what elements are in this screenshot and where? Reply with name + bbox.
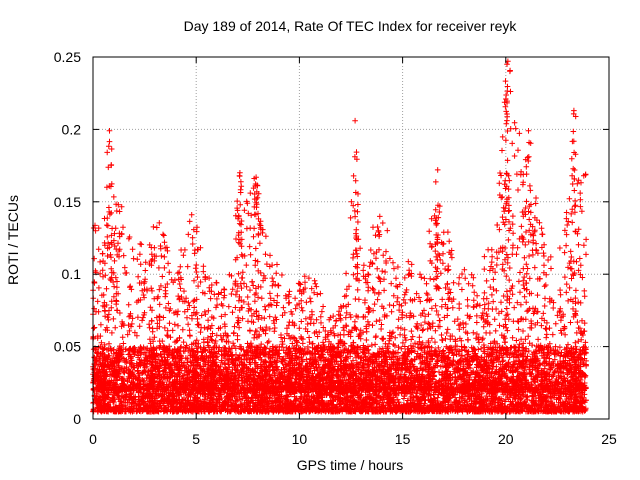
chart-title: Day 189 of 2014, Rate Of TEC Index for r… bbox=[184, 18, 518, 34]
data-points bbox=[90, 58, 589, 415]
data-point bbox=[435, 345, 442, 351]
